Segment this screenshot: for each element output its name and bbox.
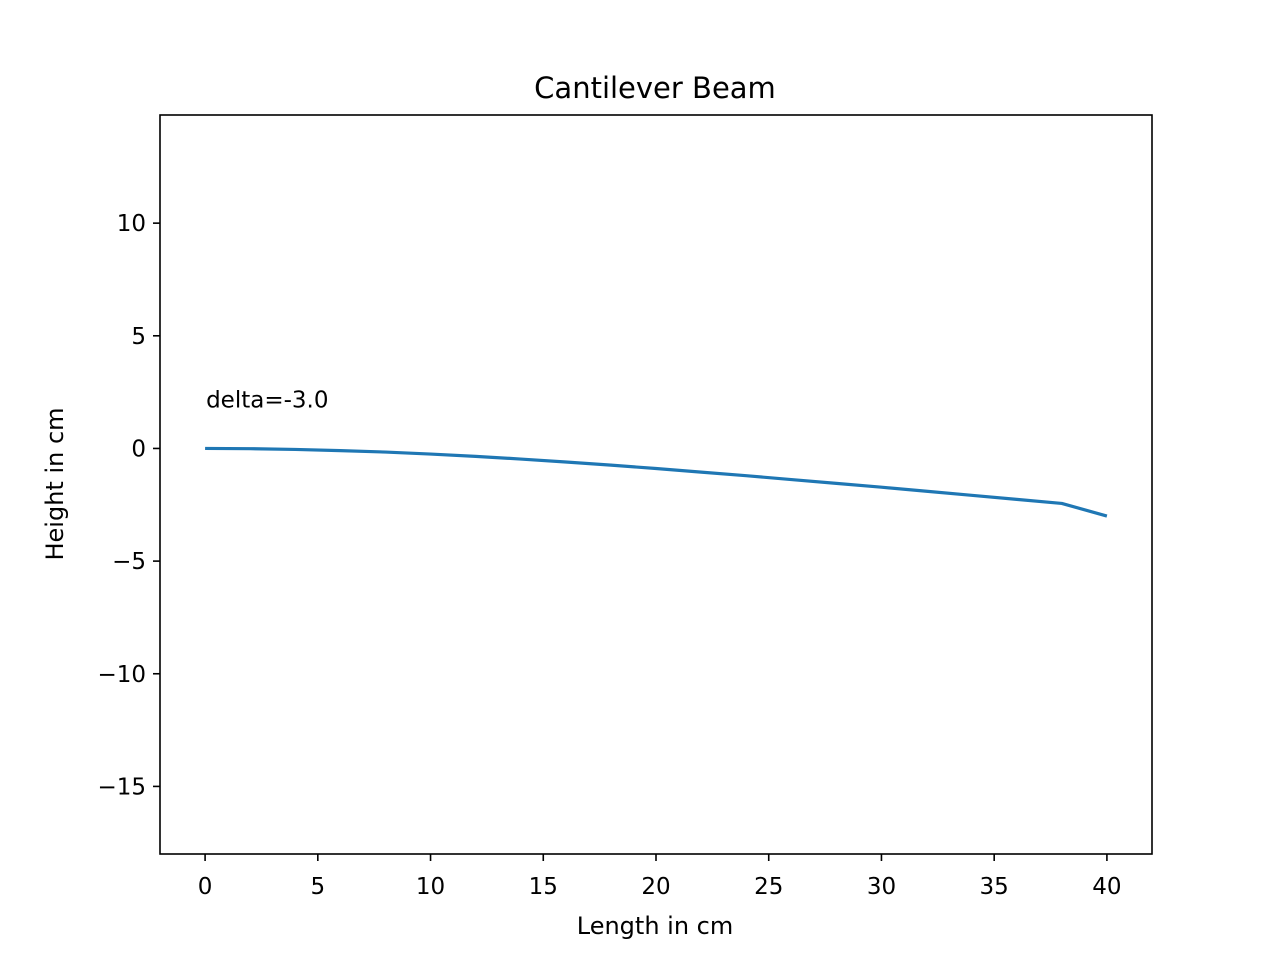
x-tick-label: 25 xyxy=(754,874,783,900)
x-tick-label: 5 xyxy=(310,874,325,900)
chart-title: Cantilever Beam xyxy=(534,71,776,105)
y-tick-label: −15 xyxy=(97,774,146,800)
x-tick-label: 35 xyxy=(980,874,1009,900)
x-tick-label: 10 xyxy=(416,874,445,900)
x-tick-label: 15 xyxy=(529,874,558,900)
series-line-0 xyxy=(205,446,1108,518)
y-tick-label: −5 xyxy=(112,549,146,575)
y-tick-label: 10 xyxy=(117,211,146,237)
x-tick-label: 40 xyxy=(1092,874,1121,900)
y-axis-label: Height in cm xyxy=(41,407,69,560)
plot-frame xyxy=(159,114,1153,855)
plot-area: 0 5 10 15 20 25 30 35 40 10 5 0 −5 −10 −15 delta=-3.0 xyxy=(97,114,1153,900)
x-tick-label: 20 xyxy=(641,874,670,900)
x-axis-label: Length in cm xyxy=(577,912,734,940)
y-tick-label: 5 xyxy=(131,324,146,350)
y-tick-label: −10 xyxy=(97,662,146,688)
x-tick-label: 0 xyxy=(198,874,213,900)
x-tick-label: 30 xyxy=(867,874,896,900)
y-tick-label: 0 xyxy=(131,436,146,462)
delta-annotation: delta=-3.0 xyxy=(206,387,328,413)
